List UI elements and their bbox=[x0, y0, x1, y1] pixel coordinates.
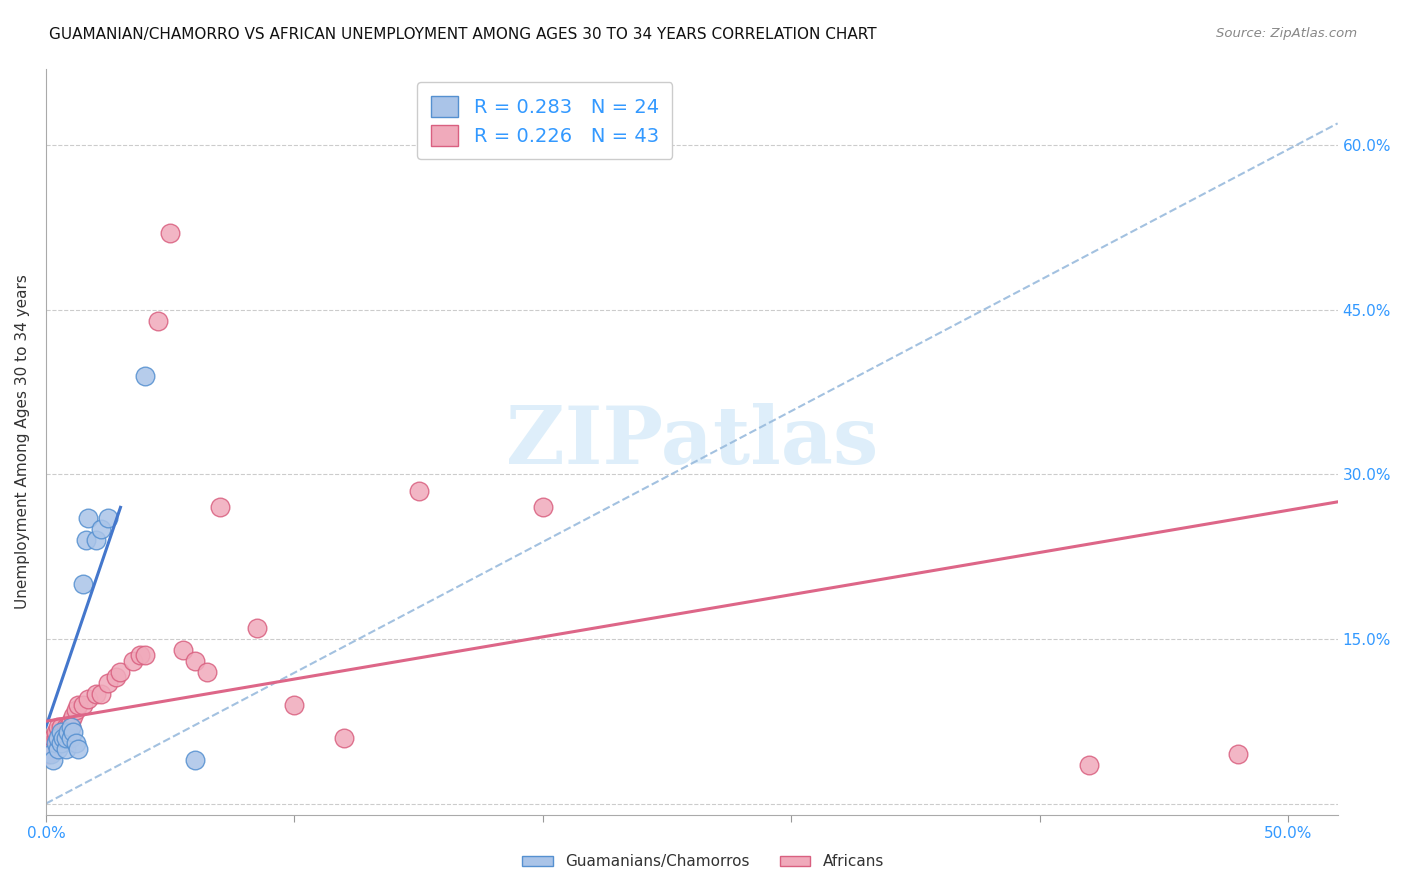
Point bbox=[49, 720, 72, 734]
Point bbox=[45, 731, 67, 745]
Point bbox=[84, 687, 107, 701]
Point bbox=[104, 670, 127, 684]
Point bbox=[172, 643, 194, 657]
Point bbox=[55, 741, 77, 756]
Point bbox=[75, 533, 97, 548]
Point bbox=[48, 741, 70, 756]
Point bbox=[52, 725, 75, 739]
Point bbox=[197, 665, 219, 679]
Point bbox=[208, 500, 231, 515]
Point bbox=[134, 368, 156, 383]
Point bbox=[59, 714, 82, 729]
Point bbox=[408, 483, 430, 498]
Point bbox=[283, 698, 305, 712]
Point bbox=[37, 747, 59, 761]
Point bbox=[246, 621, 269, 635]
Y-axis label: Unemployment Among Ages 30 to 34 years: Unemployment Among Ages 30 to 34 years bbox=[15, 274, 30, 609]
Point bbox=[55, 731, 77, 745]
Point bbox=[184, 654, 207, 668]
Point bbox=[39, 741, 62, 756]
Point bbox=[58, 720, 80, 734]
Point bbox=[55, 725, 77, 739]
Text: GUAMANIAN/CHAMORRO VS AFRICAN UNEMPLOYMENT AMONG AGES 30 TO 34 YEARS CORRELATION: GUAMANIAN/CHAMORRO VS AFRICAN UNEMPLOYME… bbox=[49, 27, 877, 42]
Point bbox=[45, 725, 67, 739]
Point bbox=[42, 731, 65, 745]
Point bbox=[59, 720, 82, 734]
Point bbox=[122, 654, 145, 668]
Point bbox=[72, 577, 94, 591]
Point bbox=[42, 741, 65, 756]
Point bbox=[49, 731, 72, 745]
Point bbox=[45, 736, 67, 750]
Point bbox=[90, 687, 112, 701]
Legend: Guamanians/Chamorros, Africans: Guamanians/Chamorros, Africans bbox=[516, 848, 890, 875]
Point bbox=[97, 676, 120, 690]
Point bbox=[97, 511, 120, 525]
Point bbox=[67, 741, 90, 756]
Point bbox=[52, 731, 75, 745]
Point bbox=[110, 665, 132, 679]
Point bbox=[42, 753, 65, 767]
Point bbox=[62, 725, 84, 739]
Point bbox=[48, 720, 70, 734]
Text: ZIPatlas: ZIPatlas bbox=[506, 402, 877, 481]
Point bbox=[184, 753, 207, 767]
Point bbox=[48, 731, 70, 745]
Point bbox=[1227, 747, 1250, 761]
Point bbox=[1078, 758, 1101, 772]
Point bbox=[52, 731, 75, 745]
Point bbox=[49, 725, 72, 739]
Point bbox=[77, 511, 100, 525]
Point bbox=[59, 731, 82, 745]
Point bbox=[49, 736, 72, 750]
Point bbox=[134, 648, 156, 663]
Point bbox=[48, 736, 70, 750]
Point bbox=[65, 703, 87, 717]
Point bbox=[55, 720, 77, 734]
Point bbox=[90, 522, 112, 536]
Point bbox=[333, 731, 356, 745]
Point bbox=[59, 720, 82, 734]
Point bbox=[77, 692, 100, 706]
Point bbox=[62, 708, 84, 723]
Point bbox=[39, 747, 62, 761]
Point bbox=[129, 648, 152, 663]
Point bbox=[65, 736, 87, 750]
Point bbox=[67, 698, 90, 712]
Point bbox=[84, 533, 107, 548]
Point bbox=[58, 725, 80, 739]
Point bbox=[72, 698, 94, 712]
Legend: R = 0.283   N = 24, R = 0.226   N = 43: R = 0.283 N = 24, R = 0.226 N = 43 bbox=[418, 82, 672, 160]
Text: Source: ZipAtlas.com: Source: ZipAtlas.com bbox=[1216, 27, 1357, 40]
Point bbox=[531, 500, 554, 515]
Point bbox=[146, 314, 169, 328]
Point bbox=[159, 226, 181, 240]
